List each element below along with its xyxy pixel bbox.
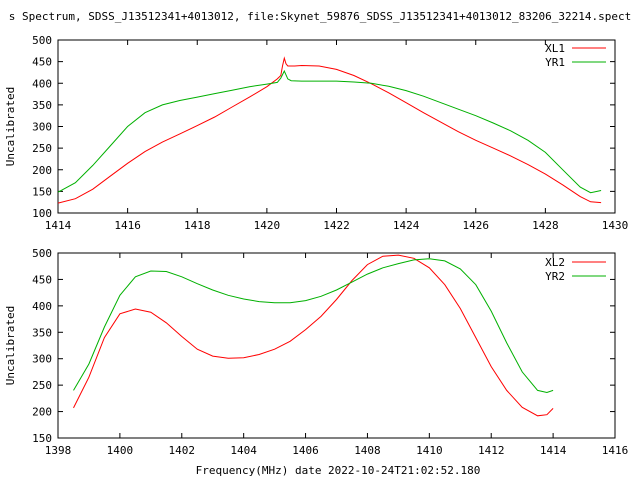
y-tick-label: 300 (32, 121, 52, 134)
figure-title: s Spectrum, SDSS_J13512341+4013012, file… (9, 10, 632, 23)
plot-frame (57, 252, 616, 439)
series-line-xl1 (57, 56, 602, 204)
legend-label-xl1: XL1 (545, 42, 565, 55)
x-tick-label: 1414 (540, 444, 567, 457)
bottom-spectrum-plot: 1398 1400 1402 1404 1406 1408 1410 1412 1414 1416… (4, 247, 628, 457)
legend-label-xl2: XL2 (545, 256, 565, 269)
y-tick-label: 400 (32, 77, 52, 90)
y-tick-label: 350 (32, 99, 52, 112)
y-tick-label: 200 (32, 406, 52, 419)
x-tick-label: 1412 (478, 444, 505, 457)
y-tick-label: 450 (32, 273, 52, 286)
y-tick-label: 100 (32, 207, 52, 220)
x-tick-label: 1424 (393, 219, 420, 232)
x-tick-label: 1400 (107, 444, 134, 457)
x-tick-label: 1416 (114, 219, 141, 232)
x-axis-label: Frequency(MHz) date 2022-10-24T21:02:52.… (196, 464, 481, 477)
y-tick-label: 400 (32, 300, 52, 313)
x-tick-label: 1414 (45, 219, 72, 232)
y-axis-label: Uncalibrated (4, 87, 17, 166)
top-spectrum-plot: 1414 1416 1418 1420 1422 1424 1426 1428 1430 100 1… (4, 34, 628, 232)
y-tick-label: 350 (32, 326, 52, 339)
y-tick-label: 200 (32, 164, 52, 177)
y-tick-label: 500 (32, 247, 52, 260)
x-tick-label: 1404 (230, 444, 257, 457)
y-tick-label: 150 (32, 185, 52, 198)
x-tick-label: 1408 (354, 444, 381, 457)
y-tick-label: 150 (32, 432, 52, 445)
legend-label-yr1: YR1 (545, 56, 565, 69)
x-tick-label: 1410 (416, 444, 443, 457)
y-axis-label: Uncalibrated (4, 306, 17, 385)
y-tick-label: 250 (32, 142, 52, 155)
legend-label-yr2: YR2 (545, 270, 565, 283)
y-tick-label: 250 (32, 379, 52, 392)
series-line-yr1 (57, 69, 602, 194)
x-tick-label: 1420 (254, 219, 281, 232)
x-tick-label: 1402 (169, 444, 196, 457)
y-tick-label: 450 (32, 56, 52, 69)
x-tick-label: 1398 (45, 444, 72, 457)
y-tick-label: 500 (32, 34, 52, 47)
x-tick-label: 1426 (463, 219, 490, 232)
y-tick-label: 300 (32, 353, 52, 366)
series-line-yr2 (73, 258, 554, 394)
series-line-xl2 (73, 254, 554, 417)
x-tick-label: 1428 (532, 219, 559, 232)
x-tick-label: 1422 (323, 219, 350, 232)
x-tick-label: 1418 (184, 219, 211, 232)
x-tick-label: 1430 (602, 219, 629, 232)
x-tick-label: 1406 (292, 444, 319, 457)
x-tick-label: 1416 (602, 444, 629, 457)
